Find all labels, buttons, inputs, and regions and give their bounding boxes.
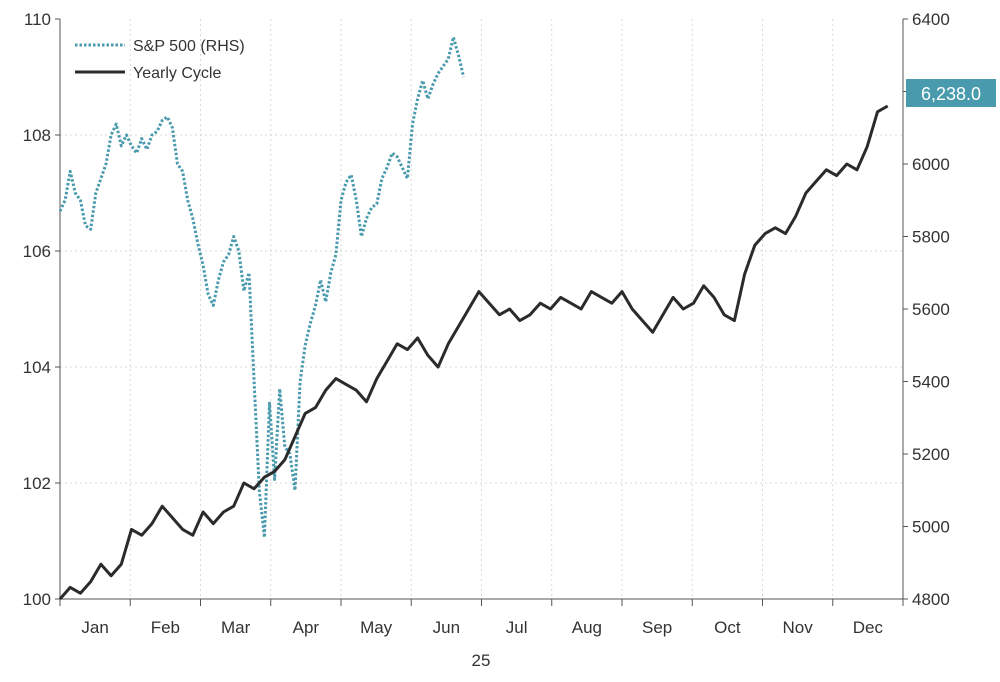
left-y-tick-label: 104 [23, 358, 51, 377]
left-y-tick-label: 100 [23, 590, 51, 609]
x-tick-label: Nov [783, 618, 814, 637]
left-y-tick-label: 106 [23, 242, 51, 261]
left-y-tick-label: 110 [24, 10, 51, 29]
sp500-series-line [58, 35, 466, 539]
grid [60, 19, 903, 599]
right-y-tick-label: 5800 [912, 228, 950, 247]
legend-yearly-cycle-label: Yearly Cycle [133, 65, 221, 82]
last-value-badge: 6,238.0 [906, 79, 996, 107]
x-axis-caption: 25 [472, 651, 491, 670]
right-y-tick-label: 5000 [912, 518, 950, 537]
x-tick-label: Aug [572, 618, 602, 637]
right-y-tick-label: 4800 [912, 590, 950, 609]
axes: Jan Feb Mar Apr May Jun Jul Aug Sep Oct Nov Dec 100 1… [23, 10, 950, 637]
legend: S&P 500 (RHS) Yearly Cycle [75, 38, 245, 82]
yearly-cycle-series-line [58, 104, 889, 600]
x-tick-label: Mar [221, 618, 251, 637]
x-tick-label: Apr [293, 618, 320, 637]
left-y-tick-label: 108 [23, 126, 51, 145]
x-tick-label: Feb [151, 618, 180, 637]
x-tick-label: Oct [714, 618, 741, 637]
x-tick-label: Sep [642, 618, 672, 637]
x-tick-label: Dec [853, 618, 884, 637]
right-y-tick-label: 5400 [912, 373, 950, 392]
series-layer [58, 35, 889, 600]
last-value-badge-box [906, 79, 996, 107]
x-tick-label: Jun [433, 618, 460, 637]
x-tick-label: May [360, 618, 393, 637]
right-y-tick-label: 5200 [912, 445, 950, 464]
right-y-tick-label: 5600 [912, 300, 950, 319]
x-tick-label: Jul [506, 618, 528, 637]
x-tick-label: Jan [81, 618, 108, 637]
last-value-badge-text: 6,238.0 [921, 84, 981, 104]
left-y-tick-label: 102 [23, 474, 51, 493]
right-y-tick-label: 6000 [912, 155, 950, 174]
right-y-tick-label: 6400 [912, 10, 950, 29]
legend-sp500-label: S&P 500 (RHS) [133, 38, 245, 55]
